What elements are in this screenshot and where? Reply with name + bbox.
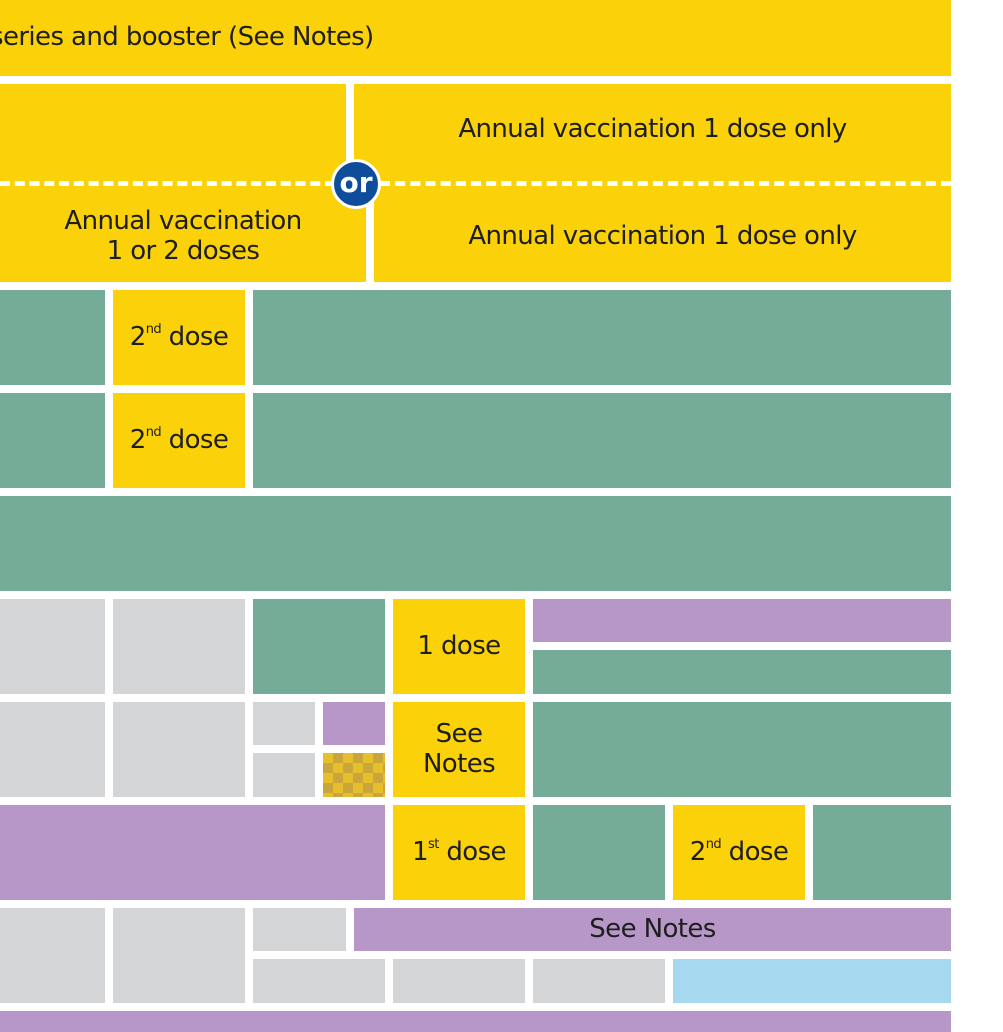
dashed-divider-left [0, 181, 335, 186]
annual-1-dose-text-upper: Annual vaccination 1 dose only [458, 114, 847, 145]
dashed-divider-right [380, 181, 951, 186]
annual-left-lower-cell: Annual vaccination 1 or 2 doses [0, 182, 366, 282]
second-dose-label: 2nd dose [129, 321, 229, 352]
green-cell [0, 393, 105, 488]
green-cell [533, 702, 951, 797]
first-dose-label: 1st dose [412, 836, 506, 867]
second-dose-cell: 2nd dose [113, 393, 245, 488]
see-notes-label: See Notes [589, 913, 716, 944]
gray-cell [253, 702, 315, 745]
green-cell [253, 599, 385, 694]
one-dose-label: 1 dose [417, 630, 501, 661]
light-blue-cell [673, 959, 951, 1003]
purple-cell [533, 599, 951, 642]
green-cell [0, 290, 105, 385]
green-cell [253, 290, 951, 385]
annual-right-upper-cell: Annual vaccination 1 dose only [354, 84, 951, 182]
annual-1-or-2-doses-text: Annual vaccination 1 or 2 doses [64, 206, 302, 266]
gray-cell [113, 702, 245, 797]
second-dose-cell: 2nd dose [113, 290, 245, 385]
annual-right-lower-cell: Annual vaccination 1 dose only [374, 182, 951, 282]
gray-cell [253, 959, 385, 1003]
gray-cell [253, 908, 346, 951]
gray-cell [393, 959, 525, 1003]
checkered-cell [323, 753, 385, 797]
annual-1-dose-text-lower: Annual vaccination 1 dose only [468, 221, 857, 252]
second-dose-label: 2nd dose [129, 424, 229, 455]
purple-cell [323, 702, 385, 745]
green-cell [253, 393, 951, 488]
one-dose-cell: 1 dose [393, 599, 525, 694]
green-cell [533, 805, 665, 900]
second-dose-cell: 2nd dose [673, 805, 805, 900]
series-booster-banner: series and booster (See Notes) [0, 0, 951, 76]
annual-left-upper-cell [0, 84, 346, 182]
green-cell [813, 805, 951, 900]
see-notes-cell: See Notes [393, 702, 525, 797]
gray-cell [0, 702, 105, 797]
series-booster-text: series and booster (See Notes) [0, 22, 374, 53]
green-cell [533, 650, 951, 694]
gray-cell [113, 908, 245, 1003]
or-badge: or [331, 159, 381, 209]
see-notes-bar: See Notes [354, 908, 951, 951]
purple-cell [0, 805, 385, 900]
green-row [0, 496, 951, 591]
gray-cell [0, 908, 105, 1003]
gray-cell [533, 959, 665, 1003]
or-badge-text: or [339, 166, 373, 199]
gray-cell [253, 753, 315, 797]
second-dose-label: 2nd dose [689, 836, 789, 867]
first-dose-cell: 1st dose [393, 805, 525, 900]
gray-cell [113, 599, 245, 694]
see-notes-stacked-label: See Notes [422, 719, 496, 779]
purple-row [0, 1011, 951, 1032]
gray-cell [0, 599, 105, 694]
